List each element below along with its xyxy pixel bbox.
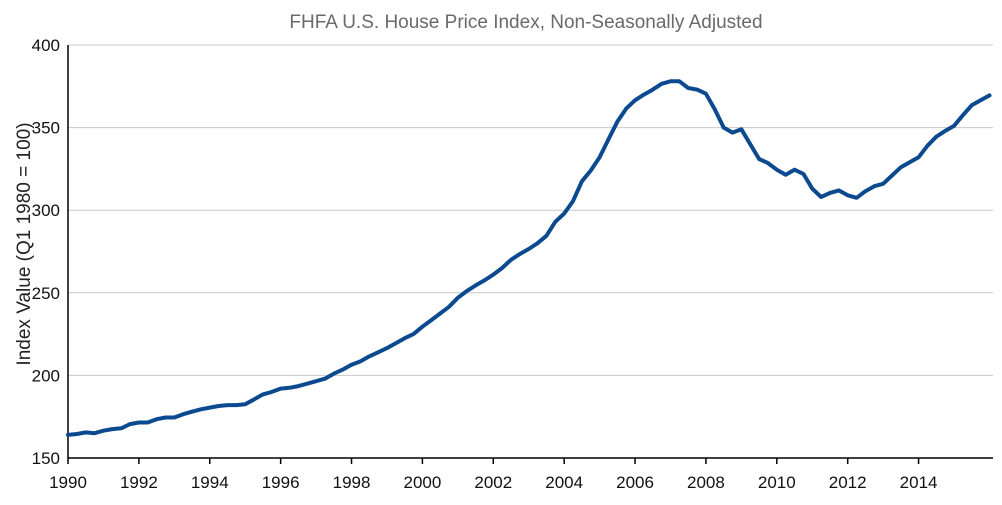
y-tick-label: 150: [32, 449, 60, 468]
y-tick-labels: 150 200 250 300 350 400: [32, 36, 60, 468]
gridlines: [68, 44, 993, 376]
y-tick-label: 200: [32, 366, 60, 385]
x-tick-label: 1996: [262, 473, 300, 492]
y-tick-label: 250: [32, 284, 60, 303]
x-tick-label: 2010: [758, 473, 796, 492]
x-tick-label: 1992: [120, 473, 158, 492]
y-tick-label: 350: [32, 119, 60, 138]
x-tick-label: 2006: [616, 473, 654, 492]
x-tick-labels: 1990 1992 1994 1996 1998 2000 2002 2004 2006 2008…: [49, 458, 937, 492]
x-tick-label: 2008: [687, 473, 725, 492]
x-tick-label: 2000: [403, 473, 441, 492]
y-tick-label: 400: [32, 36, 60, 55]
x-tick-label: 1990: [49, 473, 87, 492]
house-price-index-line: [66, 79, 992, 437]
x-tick-label: 2002: [474, 473, 512, 492]
chart-title: FHFA U.S. House Price Index, Non-Seasona…: [289, 12, 762, 33]
x-tick-label: 2012: [829, 473, 867, 492]
x-tick-label: 1998: [333, 473, 371, 492]
x-tick-label: 2004: [545, 473, 583, 492]
x-tick-label: 1994: [191, 473, 229, 492]
y-tick-label: 300: [32, 201, 60, 220]
x-tick-label: 2014: [900, 473, 938, 492]
y-axis-label: Index Value (Q1 1980 = 100): [14, 122, 35, 365]
